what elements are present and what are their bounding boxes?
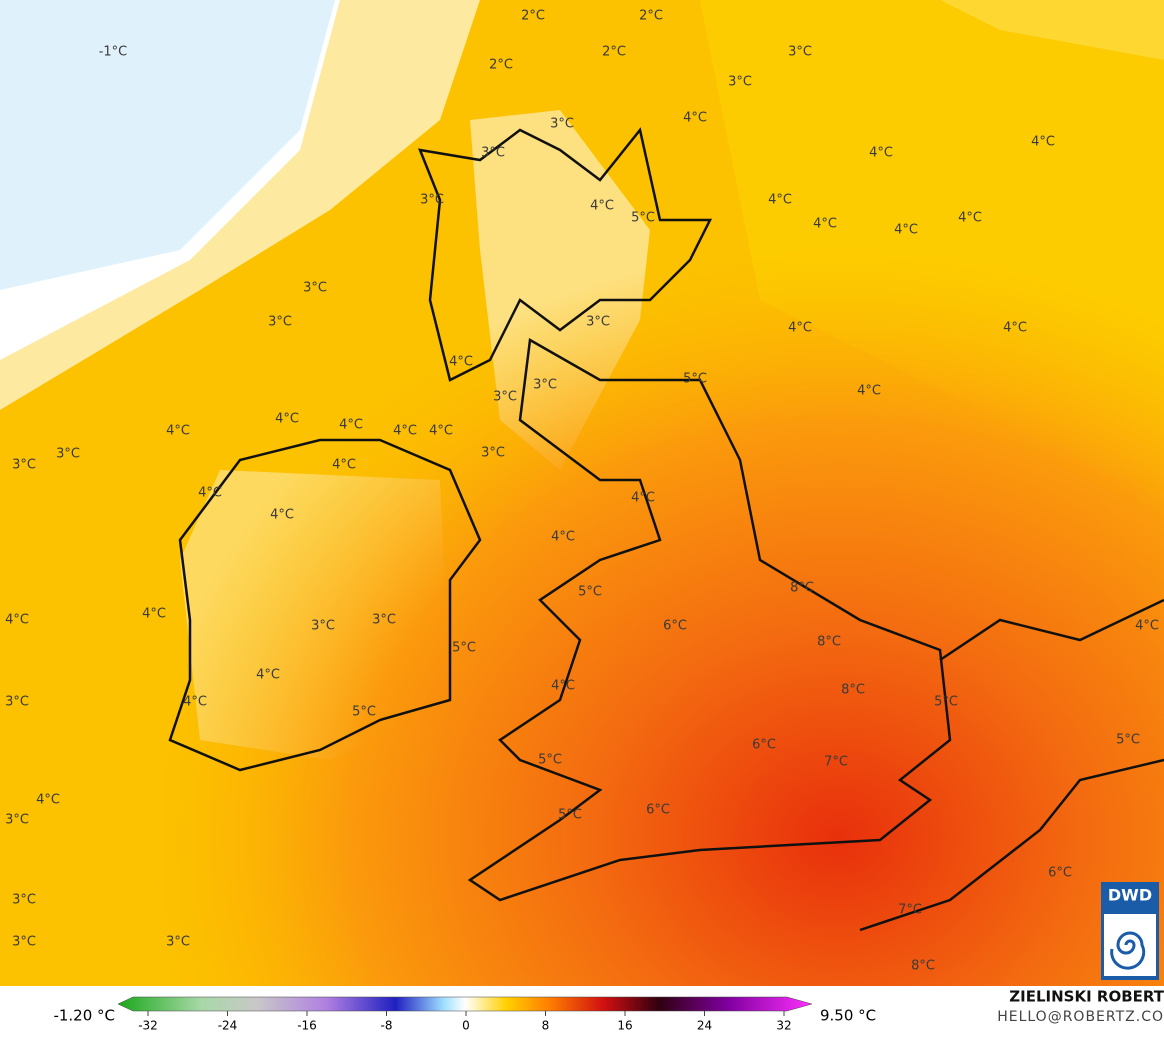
temperature-label: 5°C (538, 753, 562, 768)
temperature-label: 4°C (332, 458, 356, 473)
temperature-label: 4°C (449, 355, 473, 370)
temperature-label: 4°C (198, 486, 222, 501)
temperature-label: 8°C (841, 683, 865, 698)
temperature-label: 4°C (551, 679, 575, 694)
temperature-label: 3°C (268, 315, 292, 330)
temperature-label: 4°C (1003, 321, 1027, 336)
temperature-label: 4°C (256, 668, 280, 683)
temperature-label: 4°C (683, 111, 707, 126)
temperature-label: 4°C (1135, 619, 1159, 634)
temperature-label: 4°C (551, 530, 575, 545)
temperature-label: 3°C (788, 45, 812, 60)
temperature-label: 4°C (894, 223, 918, 238)
colorbar-gradient (117, 996, 813, 1012)
temperature-label: 2°C (489, 58, 513, 73)
temperature-label: 3°C (481, 446, 505, 461)
colorbar-tick-label: 0 (462, 1019, 470, 1033)
temperature-label: 7°C (824, 755, 848, 770)
temperature-label: 6°C (663, 619, 687, 634)
temperature-label: 4°C (869, 146, 893, 161)
temperature-label: 5°C (683, 372, 707, 387)
temperature-label: 5°C (934, 695, 958, 710)
colorbar-tick-label: 8 (542, 1019, 550, 1033)
temperature-label: 5°C (352, 705, 376, 720)
colorbar-tick-label: -8 (381, 1019, 393, 1033)
temperature-label: 3°C (12, 935, 36, 950)
temperature-label: 3°C (493, 390, 517, 405)
temperature-label: 3°C (533, 378, 557, 393)
temperature-label: 5°C (631, 211, 655, 226)
temperature-label: 3°C (586, 315, 610, 330)
temperature-label: 4°C (270, 508, 294, 523)
temperature-label: 4°C (429, 424, 453, 439)
colorbar-max: 9.50 °C (820, 1007, 876, 1025)
colorbar: -1.20 °C 9.50 °C -32 -24 -16 -8 0 8 16 24 32 (53, 996, 876, 1033)
temperature-label: 8°C (790, 581, 814, 596)
temperature-label: 5°C (1116, 733, 1140, 748)
temperature-label: 6°C (752, 738, 776, 753)
credit-contact: HELLO@ROBERTZ.CO (997, 1009, 1164, 1025)
colorbar-tick-label: -24 (218, 1019, 238, 1033)
colorbar-min: -1.20 °C (53, 1007, 115, 1025)
temperature-label: 4°C (393, 424, 417, 439)
temperature-label: 4°C (631, 491, 655, 506)
temperature-label: 4°C (5, 613, 29, 628)
temperature-label: 7°C (898, 903, 922, 918)
temperature-label: 3°C (166, 935, 190, 950)
temperature-label: 6°C (646, 803, 670, 818)
temperature-label: 3°C (728, 75, 752, 90)
temperature-label: 3°C (372, 613, 396, 628)
temperature-label: 8°C (911, 959, 935, 974)
temperature-label: 3°C (5, 695, 29, 710)
temperature-label: 4°C (142, 607, 166, 622)
temperature-label: 4°C (813, 217, 837, 232)
temperature-label: -1°C (99, 45, 128, 60)
temperature-label: 4°C (36, 793, 60, 808)
temperature-label: 2°C (602, 45, 626, 60)
temperature-label: 4°C (275, 412, 299, 427)
temperature-label: 3°C (420, 193, 444, 208)
dwd-logo: DWD (1101, 882, 1159, 980)
colorbar-tick-label: -16 (297, 1019, 317, 1033)
logo-text: DWD (1108, 886, 1152, 905)
colorbar-tick-label: -32 (138, 1019, 158, 1033)
temperature-label: 3°C (12, 458, 36, 473)
colorbar-tick-label: 32 (776, 1019, 791, 1033)
temperature-label: 4°C (339, 418, 363, 433)
temperature-label: 8°C (817, 635, 841, 650)
temperature-label: 2°C (639, 9, 663, 24)
temperature-label: 4°C (857, 384, 881, 399)
credit-name: ZIELINSKI ROBERT (1009, 988, 1164, 1006)
temperature-label: 3°C (481, 146, 505, 161)
colorbar-tick-label: 16 (617, 1019, 632, 1033)
temperature-label: 4°C (958, 211, 982, 226)
temperature-label: 3°C (12, 893, 36, 908)
map (0, 0, 1164, 986)
temperature-label: 4°C (166, 424, 190, 439)
temperature-label: 4°C (788, 321, 812, 336)
temperature-label: 2°C (521, 9, 545, 24)
temperature-label: 3°C (550, 117, 574, 132)
temperature-label: 5°C (558, 808, 582, 823)
temperature-label: 4°C (183, 695, 207, 710)
temperature-label: 6°C (1048, 866, 1072, 881)
temperature-labels: 2°C 2°C -1°C 2°C 3°C 2°C 3°C 4°C 3°C 4°C 3°C 4°C 3°C… (5, 9, 1159, 974)
temperature-label: 3°C (303, 281, 327, 296)
temperature-label: 3°C (5, 813, 29, 828)
temperature-label: 3°C (56, 447, 80, 462)
temperature-label: 5°C (452, 641, 476, 656)
colorbar-tick-label: 24 (697, 1019, 712, 1033)
temperature-label: 4°C (590, 199, 614, 214)
temperature-label: 4°C (768, 193, 792, 208)
temperature-label: 4°C (1031, 135, 1055, 150)
temperature-label: 3°C (311, 619, 335, 634)
temperature-label: 5°C (578, 585, 602, 600)
